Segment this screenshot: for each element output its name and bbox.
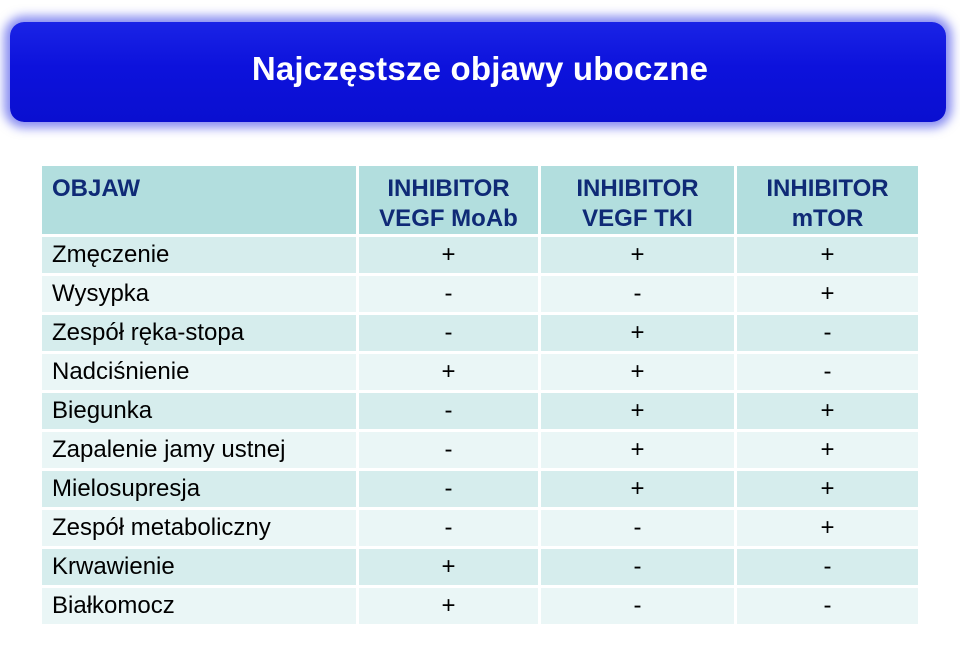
title-banner [10,22,946,122]
cell-vegf-tki: + [541,471,737,510]
row-name: Wysypka [42,276,359,315]
cell-vegf-tki: - [541,588,737,627]
cell-vegf-tki: - [541,549,737,588]
header-vegf-moab-line2: VEGF MoAb [379,205,518,232]
table-row: Zespół ręka-stopa - + - [42,315,918,354]
cell-mtor: + [737,237,918,276]
table-row: Nadciśnienie + + - [42,354,918,393]
cell-mtor: + [737,276,918,315]
table-body: Zmęczenie + + + Wysypka - - + Zespół ręk… [42,237,918,627]
cell-mtor: - [737,549,918,588]
header-vegf-tki-line1: INHIBITOR [576,175,699,202]
cell-vegf-moab: - [359,393,541,432]
cell-vegf-moab: - [359,471,541,510]
header-vegf-tki-line2: VEGF TKI [582,205,693,232]
cell-vegf-tki: - [541,276,737,315]
header-row: OBJAW INHIBITOR VEGF MoAb INHIBITOR VEGF… [42,166,918,237]
cell-mtor: - [737,315,918,354]
table-row: Białkomocz + - - [42,588,918,627]
row-name: Zespół metaboliczny [42,510,359,549]
slide-title: Najczęstsze objawy uboczne [251,50,709,87]
table-row: Mielosupresja - + + [42,471,918,510]
side-effects-table: OBJAW INHIBITOR VEGF MoAb INHIBITOR VEGF… [42,166,918,627]
cell-mtor: - [737,354,918,393]
header-vegf-tki: INHIBITOR VEGF TKI [541,166,737,237]
table-header: OBJAW INHIBITOR VEGF MoAb INHIBITOR VEGF… [42,166,918,237]
row-name: Zmęczenie [42,237,359,276]
cell-vegf-moab: - [359,315,541,354]
header-mtor-line2: mTOR [791,205,864,232]
row-name: Białkomocz [42,588,359,627]
table-row: Krwawienie + - - [42,549,918,588]
row-name: Mielosupresja [42,471,359,510]
table-row: Zespół metaboliczny - - + [42,510,918,549]
cell-vegf-moab: + [359,588,541,627]
row-name: Biegunka [42,393,359,432]
header-objaw-line1: OBJAW [52,175,141,202]
cell-vegf-moab: - [359,432,541,471]
row-name: Zapalenie jamy ustnej [42,432,359,471]
row-name: Nadciśnienie [42,354,359,393]
header-mtor-line1: INHIBITOR [766,175,889,202]
cell-vegf-moab: + [359,549,541,588]
table-row: Biegunka - + + [42,393,918,432]
cell-mtor: + [737,432,918,471]
table-row: Wysypka - - + [42,276,918,315]
cell-vegf-tki: - [541,510,737,549]
cell-vegf-moab: - [359,276,541,315]
cell-vegf-tki: + [541,432,737,471]
cell-mtor: + [737,510,918,549]
cell-mtor: + [737,393,918,432]
cell-vegf-tki: + [541,393,737,432]
header-objaw: OBJAW [42,166,359,237]
cell-vegf-tki: + [541,354,737,393]
header-mtor: INHIBITOR mTOR [737,166,918,237]
cell-vegf-moab: + [359,354,541,393]
cell-vegf-moab: + [359,237,541,276]
cell-vegf-tki: + [541,237,737,276]
header-vegf-moab: INHIBITOR VEGF MoAb [359,166,541,237]
header-vegf-moab-line1: INHIBITOR [387,175,510,202]
row-name: Krwawienie [42,549,359,588]
cell-vegf-moab: - [359,510,541,549]
cell-mtor: - [737,588,918,627]
table-row: Zmęczenie + + + [42,237,918,276]
cell-vegf-tki: + [541,315,737,354]
row-name: Zespół ręka-stopa [42,315,359,354]
cell-mtor: + [737,471,918,510]
table-row: Zapalenie jamy ustnej - + + [42,432,918,471]
